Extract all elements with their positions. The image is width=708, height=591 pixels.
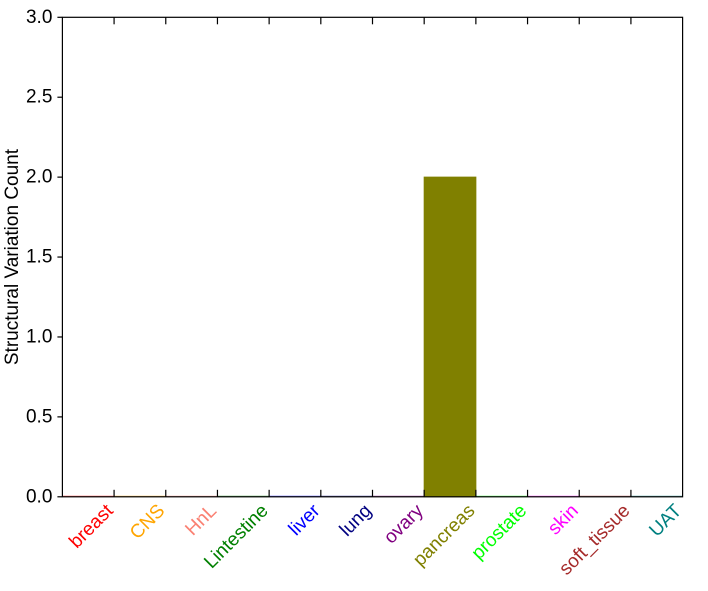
svg-text:0.5: 0.5 [26,406,52,427]
svg-text:1.0: 1.0 [26,326,52,347]
svg-text:3.0: 3.0 [26,7,52,28]
svg-text:2.0: 2.0 [26,167,52,188]
svg-text:2.5: 2.5 [26,87,52,108]
svg-text:0.0: 0.0 [26,486,52,507]
svg-text:Structural Variation Count: Structural Variation Count [2,148,23,365]
svg-text:1.5: 1.5 [26,247,52,268]
